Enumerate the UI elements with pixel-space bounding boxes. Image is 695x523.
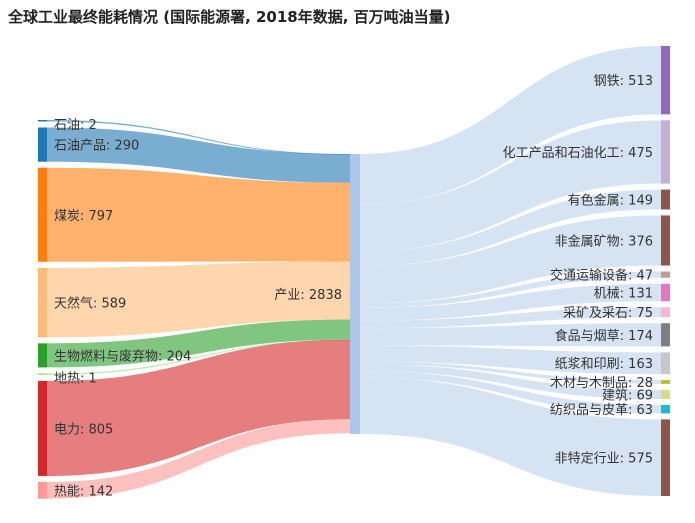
source-node-3 [38,267,47,338]
target-node-3 [661,215,670,266]
target-flow-2 [360,189,661,267]
target-node-12 [661,419,670,496]
target-flow-10 [360,364,661,400]
target-node-10 [661,389,670,400]
source-label-3: 天然气: 589 [54,296,126,312]
target-node-8 [661,352,670,375]
target-label-9: 木材与木制品: 28 [550,376,653,391]
target-node-11 [661,405,670,414]
target-node-6 [661,307,670,318]
target-label-8: 纸浆和印刷: 163 [555,357,653,372]
target-node-7 [661,323,670,347]
source-node-6 [38,380,47,476]
target-flow-3 [360,215,661,304]
source-node-7 [38,481,47,499]
target-node-5 [661,283,670,302]
source-node-5 [38,373,47,375]
source-label-7: 热能: 142 [54,484,113,499]
target-label-12: 非特定行业: 575 [555,452,653,467]
source-node-4 [38,343,47,368]
source-flow-0 [47,120,350,155]
center-label: 产业: 2838 [274,288,342,303]
target-flow-1 [360,120,661,252]
flow-links [47,46,661,499]
source-label-2: 煤炭: 797 [54,209,113,224]
source-flow-6 [47,339,350,476]
source-flow-2 [47,167,350,262]
target-label-1: 化工产品和石油化工: 475 [503,146,653,161]
chart-title: 全球工业最终能耗情况 (国际能源署, 2018年数据, 百万吨油当量) [8,8,451,26]
target-node-9 [661,380,670,384]
source-flow-4 [47,319,350,368]
source-flow-1 [47,127,350,183]
source-label-6: 电力: 805 [54,422,113,437]
target-node-0 [661,46,670,115]
target-flow-0 [360,46,661,205]
target-flow-8 [360,345,661,375]
target-flow-9 [360,361,661,384]
center-node [350,154,360,434]
source-node-2 [38,167,47,262]
source-flow-5 [47,339,350,375]
target-flow-7 [360,323,661,347]
nodes [38,46,670,499]
source-label-5: 地热: 1 [54,371,97,386]
source-label-1: 石油产品: 290 [54,139,139,154]
target-label-3: 非金属矿物: 376 [555,233,653,249]
target-node-2 [661,189,670,210]
source-label-4: 生物燃料与废弃物: 204 [54,348,191,364]
source-flow-3 [47,261,350,338]
target-label-0: 钢铁: 513 [594,74,653,89]
target-flow-11 [360,371,661,414]
target-flow-5 [360,283,661,321]
target-label-10: 建筑: 69 [602,387,653,403]
source-flow-7 [47,419,350,499]
target-node-1 [661,120,670,184]
labels: 石油: 2 石油产品: 290 煤炭: 797 天然气: 589 生物燃料与废弃物: 2… [54,74,653,499]
target-label-11: 纺织品与皮革: 63 [550,403,653,418]
source-node-0 [38,120,47,122]
source-label-0: 石油: 2 [54,118,97,133]
target-flow-4 [360,271,661,308]
target-label-6: 采矿及采石: 75 [563,306,653,321]
source-node-1 [38,127,47,162]
target-node-4 [661,271,670,278]
target-label-5: 机械: 131 [594,287,653,302]
target-label-2: 有色金属: 149 [568,193,653,209]
target-label-4: 交通运输设备: 47 [550,268,653,284]
target-flow-6 [360,307,661,329]
target-label-7: 食品与烟草: 174 [555,328,653,344]
target-flow-12 [360,377,661,496]
